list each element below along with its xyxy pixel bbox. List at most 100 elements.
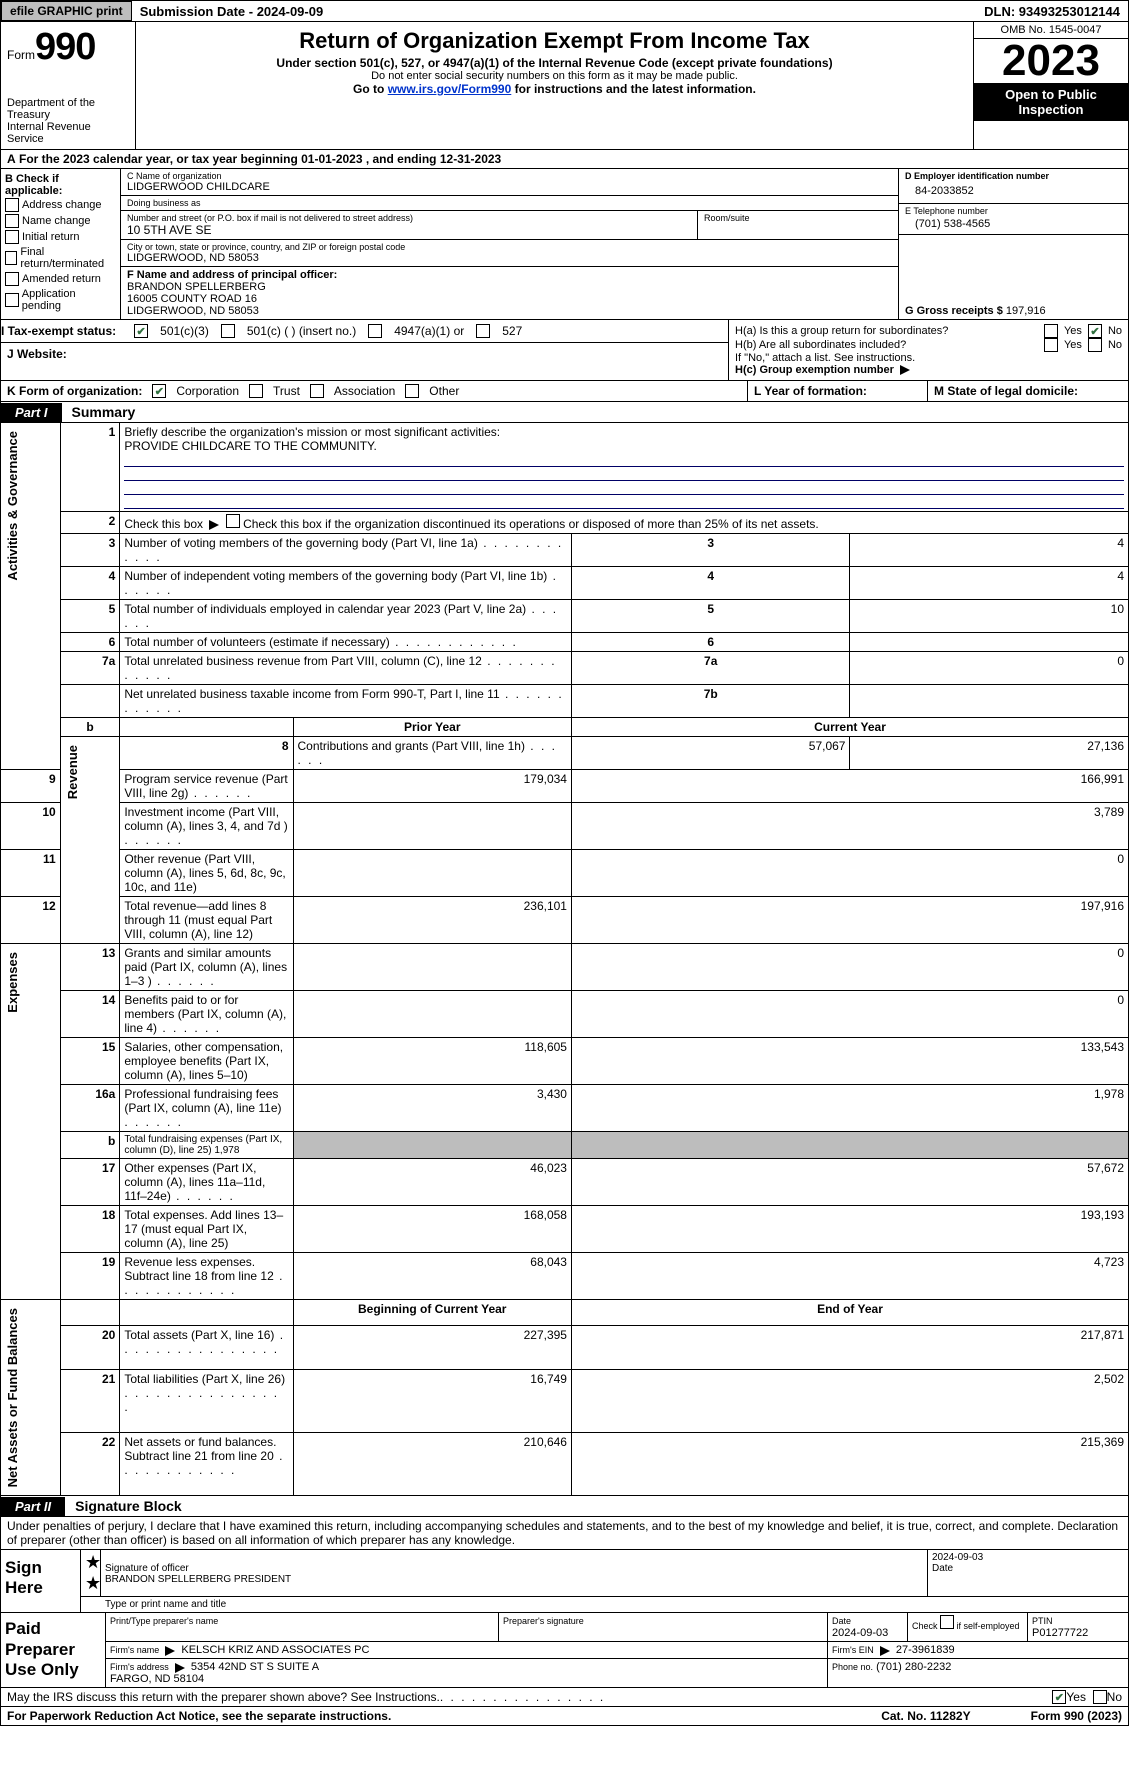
state-domicile-label: M State of legal domicile: xyxy=(934,384,1078,398)
vlabel-net-assets: Net Assets or Fund Balances xyxy=(5,1302,20,1493)
ha-no-checkbox[interactable] xyxy=(1088,324,1102,338)
trust-checkbox[interactable] xyxy=(249,384,263,398)
submission-date: Submission Date - 2024-09-09 xyxy=(132,2,332,21)
association-checkbox[interactable] xyxy=(310,384,324,398)
row-klm: K Form of organization: Corporation Trus… xyxy=(0,381,1129,402)
arrow-icon xyxy=(175,1663,185,1673)
arrow-icon xyxy=(165,1646,175,1656)
part-2-title: Signature Block xyxy=(65,1496,192,1516)
city-value: LIDGERWOOD, ND 58053 xyxy=(127,252,892,264)
signature-officer-label: Signature of officer xyxy=(105,1563,189,1574)
org-name-label: C Name of organization xyxy=(127,171,892,181)
summary-table: Activities & Governance 1 Briefly descri… xyxy=(0,423,1129,1496)
penalty-text: Under penalties of perjury, I declare th… xyxy=(0,1517,1129,1550)
row-a-tax-year: A For the 2023 calendar year, or tax yea… xyxy=(0,150,1129,169)
vlabel-expenses: Expenses xyxy=(5,946,20,1019)
goto-suffix: for instructions and the latest informat… xyxy=(511,82,756,96)
address-change-checkbox[interactable] xyxy=(5,198,19,212)
line-2: Check this box Check this box if the org… xyxy=(120,512,1129,534)
initial-return-checkbox[interactable] xyxy=(5,230,19,244)
date-label: Date xyxy=(932,1563,953,1574)
other-checkbox[interactable] xyxy=(405,384,419,398)
form-number: 990 xyxy=(35,26,95,68)
year-formation-label: L Year of formation: xyxy=(754,384,867,398)
eoy-header: End of Year xyxy=(571,1300,1128,1326)
dba-label: Doing business as xyxy=(127,198,892,208)
room-suite-label: Room/suite xyxy=(704,213,892,223)
goto-prefix: Go to xyxy=(353,82,388,96)
final-return-checkbox[interactable] xyxy=(5,251,17,265)
gross-receipts-value: 197,916 xyxy=(1006,305,1046,317)
mission-text: PROVIDE CHILDCARE TO THE COMMUNITY. xyxy=(124,439,377,453)
paid-preparer-label: Paid Preparer Use Only xyxy=(1,1613,106,1687)
hc-label: H(c) Group exemption number xyxy=(735,364,1122,376)
gross-receipts-label: G Gross receipts $ xyxy=(905,305,1006,317)
website-label: J Website: xyxy=(7,347,67,361)
part-1-header: Part I Summary xyxy=(0,402,1129,423)
officer-value: BRANDON SPELLERBERG 16005 COUNTY ROAD 16… xyxy=(127,281,892,317)
hb-no-checkbox[interactable] xyxy=(1088,338,1102,352)
irs-no-checkbox[interactable] xyxy=(1093,1690,1107,1704)
amended-return-checkbox[interactable] xyxy=(5,272,19,286)
sign-here-label: Sign Here xyxy=(1,1550,81,1612)
address-label: Number and street (or P.O. box if mail i… xyxy=(127,213,691,223)
form-subtitle-1: Under section 501(c), 527, or 4947(a)(1)… xyxy=(142,56,967,70)
hb-label: H(b) Are all subordinates included? xyxy=(735,339,1038,351)
form-word: Form xyxy=(7,48,35,62)
name-change-checkbox[interactable] xyxy=(5,214,19,228)
org-name: LIDGERWOOD CHILDCARE xyxy=(127,181,892,193)
irs-label: Internal Revenue Service xyxy=(7,121,129,145)
arrow-icon xyxy=(209,520,219,530)
irs-yes-checkbox[interactable] xyxy=(1052,1690,1066,1704)
ha-label: H(a) Is this a group return for subordin… xyxy=(735,325,1038,337)
ha-yes-checkbox[interactable] xyxy=(1044,324,1058,338)
form-header: Form990 Department of the Treasury Inter… xyxy=(0,22,1129,150)
hb-note: If "No," attach a list. See instructions… xyxy=(735,352,1122,364)
sign-date-value: 2024-09-03 xyxy=(932,1552,983,1563)
501c-checkbox[interactable] xyxy=(221,324,235,338)
ein-value: 84-2033852 xyxy=(905,181,1122,201)
paid-preparer-row: Paid Preparer Use Only Print/Type prepar… xyxy=(0,1613,1129,1688)
treasury-dept: Department of the Treasury xyxy=(7,97,129,121)
application-pending-checkbox[interactable] xyxy=(5,293,19,307)
dln: DLN: 93493253012144 xyxy=(976,2,1128,21)
address: 10 5TH AVE SE xyxy=(127,223,691,237)
tax-year: 2023 xyxy=(974,39,1128,83)
phone-label: E Telephone number xyxy=(905,206,1122,216)
4947-checkbox[interactable] xyxy=(368,324,382,338)
arrow-icon xyxy=(900,365,910,375)
efile-print-button[interactable]: efile GRAPHIC print xyxy=(1,1,132,21)
line2-checkbox[interactable] xyxy=(226,514,240,528)
current-year-header: Current Year xyxy=(571,718,1128,737)
ein-label: D Employer identification number xyxy=(905,171,1049,181)
part-1-tag: Part I xyxy=(1,403,62,422)
part-2-tag: Part II xyxy=(1,1497,65,1516)
part-1-title: Summary xyxy=(62,402,146,422)
vlabel-revenue: Revenue xyxy=(65,739,80,805)
prior-year-header: Prior Year xyxy=(293,718,571,737)
form-title: Return of Organization Exempt From Incom… xyxy=(142,28,967,54)
self-employed-checkbox[interactable] xyxy=(940,1615,954,1629)
form990-link[interactable]: www.irs.gov/Form990 xyxy=(388,82,512,96)
catalog-number: Cat. No. 11282Y xyxy=(881,1709,970,1723)
irs-discuss-row: May the IRS discuss this return with the… xyxy=(0,1688,1129,1707)
form-of-org-label: K Form of organization: xyxy=(7,384,142,398)
part-2-header: Part II Signature Block xyxy=(0,1496,1129,1517)
hb-yes-checkbox[interactable] xyxy=(1044,338,1058,352)
officer-label: F Name and address of principal officer: xyxy=(127,269,892,281)
corporation-checkbox[interactable] xyxy=(152,384,166,398)
vlabel-governance: Activities & Governance xyxy=(5,425,20,587)
paperwork-notice: For Paperwork Reduction Act Notice, see … xyxy=(7,1709,391,1723)
boy-header: Beginning of Current Year xyxy=(293,1300,571,1326)
open-to-public: Open to Public Inspection xyxy=(974,83,1128,121)
527-checkbox[interactable] xyxy=(476,324,490,338)
city-label: City or town, state or province, country… xyxy=(127,242,892,252)
type-print-label: Type or print name and title xyxy=(101,1597,230,1612)
section-bcd: B Check if applicable: Address change Na… xyxy=(0,169,1129,320)
sign-here-row: Sign Here ★★ Signature of officerBRANDON… xyxy=(0,1550,1129,1613)
footer-row: For Paperwork Reduction Act Notice, see … xyxy=(0,1707,1129,1726)
arrow-icon xyxy=(880,1646,890,1656)
topbar: efile GRAPHIC print Submission Date - 20… xyxy=(0,0,1129,22)
phone-value: (701) 538-4565 xyxy=(905,216,1122,232)
501c3-checkbox[interactable] xyxy=(134,324,148,338)
